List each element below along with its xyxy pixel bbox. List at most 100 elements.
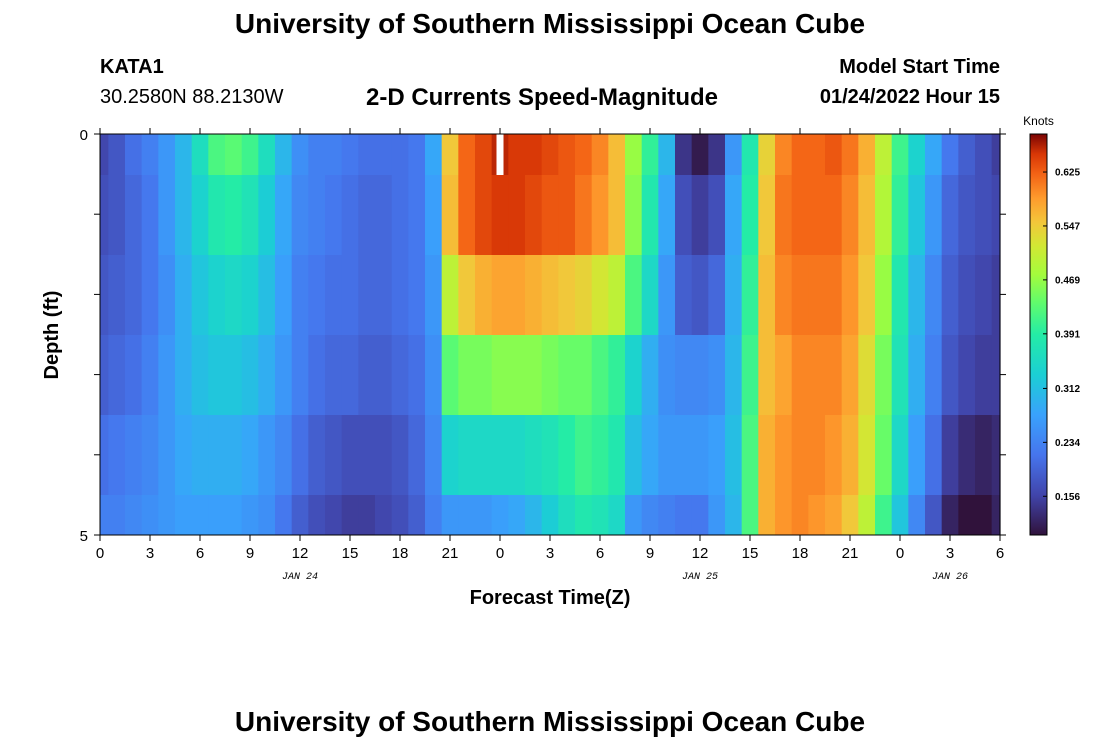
heatmap-cell [708,335,726,415]
heatmap-cell [725,415,743,495]
x-tick-label: 6 [196,545,204,562]
heatmap-cell [775,495,793,535]
heatmap-cell [808,255,826,335]
heatmap-cell [875,255,893,335]
heatmap-cell [291,415,309,495]
heatmap-cell [941,415,959,495]
heatmap-cell [558,415,576,495]
heatmap-cell [825,175,843,255]
heatmap-cell [108,134,126,175]
heatmap-cell [908,495,926,535]
heatmap-cell [841,134,859,175]
heatmap-cell [458,415,476,495]
heatmap-cell [858,495,876,535]
heatmap-cell [775,415,793,495]
x-tick-label: 18 [792,545,809,562]
heatmap-cell [575,134,593,175]
heatmap-cell [808,335,826,415]
heatmap-cell [558,495,576,535]
heatmap-cell [975,495,993,535]
heatmap-cell [691,495,709,535]
heatmap-cell [525,175,543,255]
heatmap-cell [491,175,509,255]
heatmap-cell [741,415,759,495]
colorbar-tick-label: 0.156 [1055,492,1080,503]
heatmap-cell [608,255,626,335]
footer-title: University of Southern Mississippi Ocean… [234,706,866,737]
heatmap-cell [425,415,443,495]
model-start-label: Model Start Time [839,56,1000,78]
colorbar-tick-label: 0.391 [1055,329,1080,340]
heatmap-cell [191,255,209,335]
heatmap-cell [591,255,609,335]
heatmap-cell [741,134,759,175]
heatmap-cell [325,495,343,535]
heatmap-cell [691,415,709,495]
heatmap-cell [458,175,476,255]
heatmap-cell [291,134,309,175]
heatmap-cell [491,335,509,415]
heatmap-cell [408,175,426,255]
heatmap-cell [991,415,1001,495]
heatmap-cell [808,134,826,175]
heatmap-cell [391,255,409,335]
heatmap-cell [708,255,726,335]
colorbar-tick-label: 0.234 [1055,438,1080,449]
heatmap-cell [425,495,443,535]
heatmap-cell [425,134,443,175]
currents-heatmap-chart: 0 3 6 9 12 15 18 21 0 3 6 9 12 15 18 21 0 3 6 JAN 24 JAN 25 J… [41,114,1080,609]
heatmap-cell [408,255,426,335]
heatmap-cell [908,415,926,495]
heatmap-cell [675,495,693,535]
heatmap-cell [975,415,993,495]
heatmap-cell [725,495,743,535]
heatmap-cell [575,335,593,415]
heatmap-cell [258,175,276,255]
heatmap-cell [791,134,809,175]
heatmap-cell [241,415,259,495]
x-axis-label: Forecast Time(Z) [470,587,631,609]
x-tick-label: 9 [646,545,654,562]
y-axis: 05 [80,127,1006,545]
heatmap-cell [125,335,143,415]
heatmap-cell [858,335,876,415]
heatmap-cell [558,335,576,415]
heatmap-cell [158,175,176,255]
heatmap-cell [958,415,976,495]
heatmap-cell [441,255,459,335]
heatmap-cell [641,134,659,175]
x-tick-label: 21 [442,545,459,562]
heatmap-cell [375,134,393,175]
heatmap-cell [825,415,843,495]
x-tick-label: 0 [896,545,904,562]
heatmap-cell [475,175,493,255]
heatmap-cell [941,495,959,535]
heatmap-cell [725,335,743,415]
heatmap-cell [141,335,159,415]
heatmap-cell [891,335,909,415]
heatmap-cell [258,134,276,175]
heatmap-cell [725,255,743,335]
heatmap-cell [341,495,359,535]
heatmap-cell [125,255,143,335]
heatmap-cell [291,495,309,535]
heatmap-cell [808,495,826,535]
heatmap-cell [675,175,693,255]
chart-title: 2-D Currents Speed-Magnitude [366,84,719,111]
heatmap-cell [375,495,393,535]
heatmap-cell [375,175,393,255]
heatmap-cell [991,255,1001,335]
heatmap-cell [625,134,643,175]
heatmap-cell [608,175,626,255]
heatmap-cell [758,335,776,415]
heatmap-cell [941,175,959,255]
heatmap-cell [491,255,509,335]
heatmap-cell [175,255,193,335]
heatmap-cell [125,134,143,175]
heatmap-cell [875,495,893,535]
heatmap-cell [625,495,643,535]
heatmap-cell [641,175,659,255]
heatmap-cell [925,175,943,255]
heatmap-cell [208,335,226,415]
heatmap-cell [341,415,359,495]
